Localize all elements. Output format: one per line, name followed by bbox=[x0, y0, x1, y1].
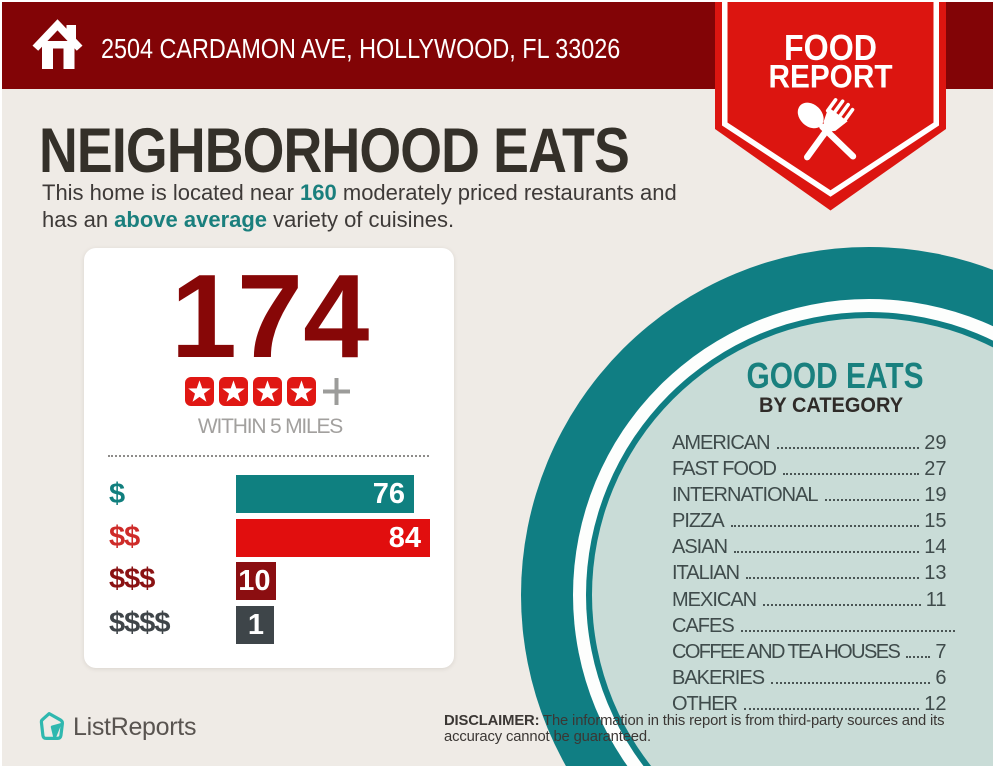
svg-text:FOOD: FOOD bbox=[784, 27, 877, 68]
svg-text:REPORT: REPORT bbox=[769, 59, 893, 95]
